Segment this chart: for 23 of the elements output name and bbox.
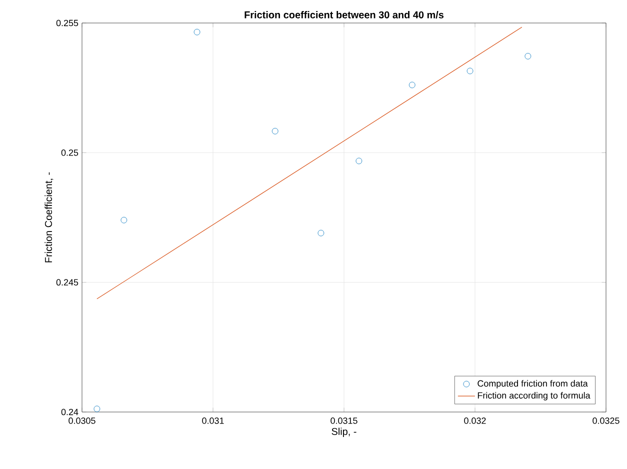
- x-axis-title: Slip, -: [332, 428, 356, 437]
- point: [356, 158, 362, 164]
- point: [120, 216, 128, 224]
- point: [94, 406, 100, 412]
- x-tick-label: 0.031: [202, 418, 224, 424]
- x-tick-label: 0.0325: [592, 418, 620, 424]
- point: [318, 230, 324, 236]
- point: [194, 28, 200, 36]
- x-tick-label: 0.032: [464, 418, 486, 424]
- y-tick-label: 0.255: [56, 20, 78, 26]
- point: [272, 128, 278, 134]
- legend-label: Friction according to formula: [478, 392, 590, 400]
- y-tick-label: 0.25: [61, 149, 78, 156]
- point: [524, 53, 532, 60]
- point: [466, 68, 474, 74]
- y-axis-title: Friction Coefficient, -: [44, 172, 54, 262]
- y-tick-label: 0.24: [61, 408, 78, 416]
- point: [408, 82, 416, 88]
- x-tick-label: 0.0305: [68, 418, 96, 424]
- x-tick-label: 0.0315: [330, 418, 358, 424]
- chart-title: Friction coefficient between 30 and 40 m/s: [244, 11, 444, 18]
- legend-label: Computed friction from data: [478, 380, 588, 388]
- y-tick-label: 0.245: [56, 279, 78, 286]
